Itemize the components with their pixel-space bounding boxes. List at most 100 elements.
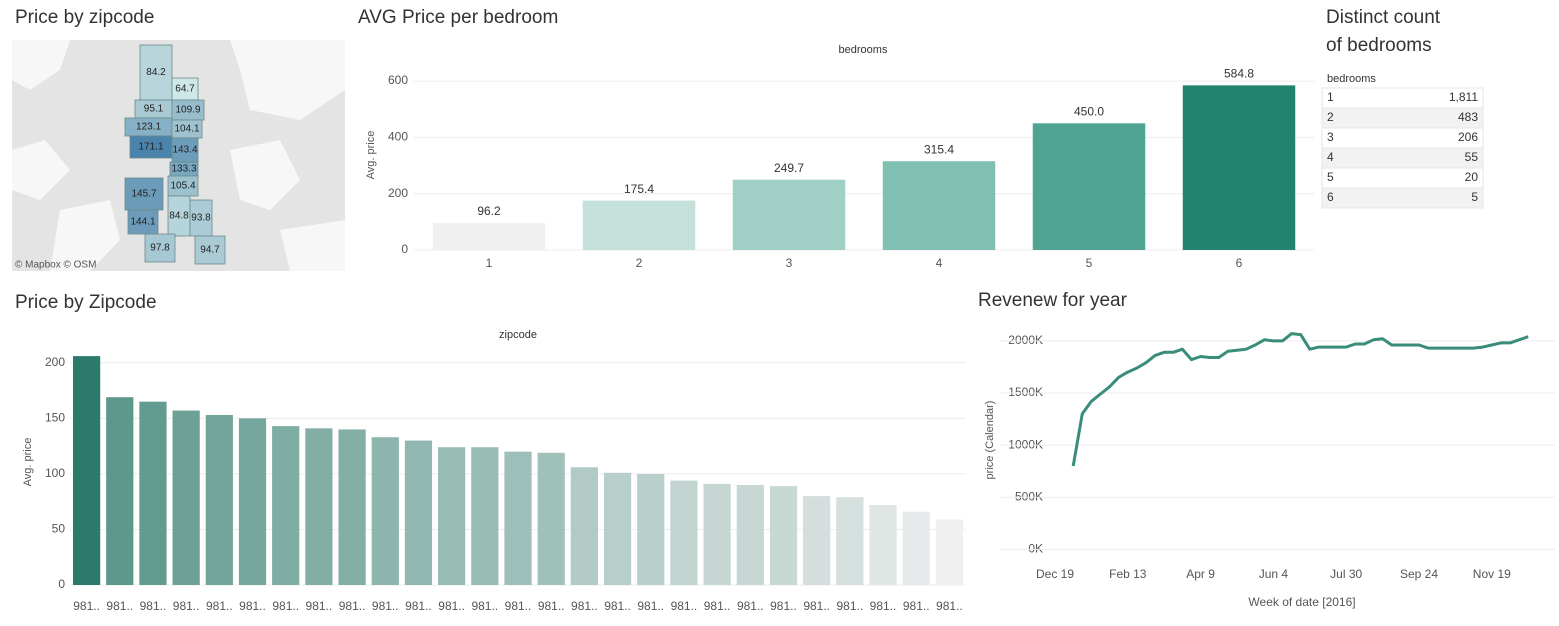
x-tick-label: 981..	[438, 599, 465, 613]
y-tick-label: 400	[388, 130, 408, 144]
bar	[582, 200, 696, 250]
bar	[338, 429, 366, 585]
bar	[935, 519, 964, 585]
y-axis-title: price (Calendar)	[984, 401, 996, 480]
bar	[404, 440, 433, 585]
zip-label: 144.1	[130, 217, 155, 228]
x-tick-label: 981..	[737, 599, 764, 613]
bar	[305, 428, 333, 585]
value-label: 450.0	[1074, 104, 1104, 118]
bar	[1032, 123, 1146, 250]
value-label: 315.4	[924, 142, 954, 156]
value-label: 584.8	[1224, 67, 1254, 81]
bar	[902, 511, 930, 585]
value-label: 175.4	[624, 182, 654, 196]
bar	[238, 418, 267, 585]
zip-label: 93.8	[191, 213, 211, 224]
x-tick-label: 981..	[471, 599, 498, 613]
table-cell: 5	[1471, 190, 1478, 204]
chart-title: AVG Price per bedroom	[358, 7, 558, 28]
x-tick-label: 981..	[140, 599, 167, 613]
x-tick-label: 981..	[571, 599, 598, 613]
x-tick-label: Jun 4	[1259, 567, 1289, 581]
zip-region	[139, 44, 173, 101]
x-tick-label: 981..	[372, 599, 399, 613]
zip-label: 143.4	[172, 145, 197, 156]
x-tick-label: 981..	[770, 599, 797, 613]
table-row	[1321, 187, 1484, 209]
x-tick-label: 981..	[671, 599, 698, 613]
bar	[732, 179, 846, 250]
zip-label: 95.1	[144, 104, 164, 115]
x-tick-label: 981..	[173, 599, 200, 613]
zip-label: 133.3	[171, 164, 196, 175]
y-tick-label: 50	[52, 522, 66, 536]
table-cell: 1,811	[1449, 90, 1478, 104]
map-attribution: © Mapbox © OSM	[15, 260, 96, 271]
zip-region	[144, 233, 176, 263]
x-tick-label: 981..	[272, 599, 299, 613]
bar	[72, 356, 101, 585]
bar	[438, 447, 466, 585]
y-axis-title: Avg. price	[22, 438, 34, 487]
x-tick-label: 981..	[306, 599, 333, 613]
bar	[272, 426, 300, 585]
bar	[637, 473, 665, 585]
y-tick-label: 100	[45, 466, 65, 480]
table-title: of bedrooms	[1326, 35, 1432, 56]
x-tick-label: 981..	[206, 599, 233, 613]
bar	[205, 415, 233, 585]
table-cell: 4	[1327, 150, 1334, 164]
bar	[769, 486, 798, 585]
table-row	[1321, 167, 1484, 189]
x-tick-label: 5	[1086, 256, 1093, 270]
zip-label: 171.1	[138, 142, 163, 153]
table-cell: 20	[1465, 170, 1479, 184]
x-tick-label: 981..	[704, 599, 731, 613]
chart-title: Price by Zipcode	[15, 292, 157, 313]
x-tick-label: 3	[786, 256, 793, 270]
bar	[432, 222, 546, 250]
y-tick-label: 600	[388, 73, 408, 87]
zip-label: 84.2	[146, 67, 166, 78]
y-tick-label: 200	[45, 355, 65, 369]
table-cell: 5	[1327, 170, 1334, 184]
table-row	[1321, 147, 1484, 169]
x-tick-label: 981..	[106, 599, 133, 613]
y-tick-label: 500K	[1015, 489, 1043, 503]
bar	[139, 401, 167, 585]
table-cell: 55	[1465, 150, 1479, 164]
x-tick-label: 981..	[239, 599, 266, 613]
table-cell: 206	[1458, 130, 1478, 144]
y-tick-label: 0K	[1028, 542, 1043, 556]
zip-label: 109.9	[175, 105, 200, 116]
x-tick-label: 6	[1236, 256, 1243, 270]
x-tick-label: Jul 30	[1330, 567, 1362, 581]
zip-label: 145.7	[131, 189, 156, 200]
x-tick-label: 981..	[604, 599, 631, 613]
bar	[803, 496, 831, 585]
table-title: Distinct count	[1326, 7, 1441, 28]
zip-region	[127, 209, 159, 235]
x-tick-label: Feb 13	[1109, 567, 1147, 581]
y-tick-label: 150	[45, 411, 65, 425]
zip-region	[124, 177, 164, 211]
bar	[106, 397, 134, 585]
zip-label: 94.7	[200, 245, 220, 256]
bar	[537, 452, 565, 585]
table-cell: 3	[1327, 130, 1334, 144]
x-tick-label: 981..	[637, 599, 664, 613]
y-tick-label: 0	[401, 242, 408, 256]
y-axis-title: Avg. price	[365, 131, 377, 180]
y-tick-label: 1500K	[1008, 385, 1043, 399]
x-tick-label: 981..	[837, 599, 864, 613]
x-tick-label: 981..	[538, 599, 565, 613]
y-tick-label: 0	[58, 577, 65, 591]
zip-label: 64.7	[175, 84, 195, 95]
x-axis-title: Week of date [2016]	[1248, 595, 1355, 609]
table-header: bedrooms	[1327, 73, 1376, 85]
x-tick-label: 2	[636, 256, 643, 270]
x-tick-label: Dec 19	[1036, 567, 1074, 581]
table-cell: 1	[1327, 90, 1334, 104]
line	[1071, 332, 1529, 467]
